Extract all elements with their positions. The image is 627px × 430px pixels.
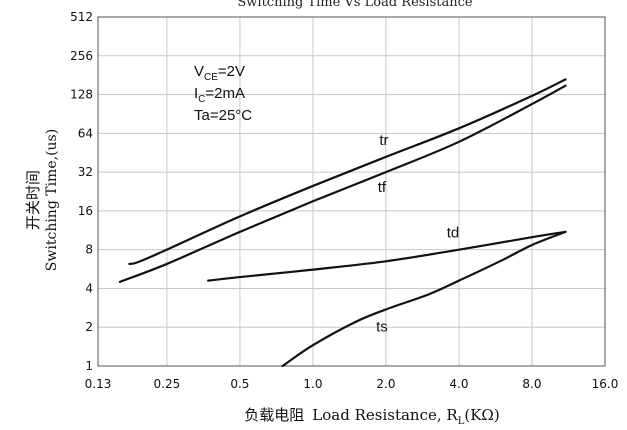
series-line-td — [207, 230, 567, 282]
x-axis-title-cn: 负载电阻 — [244, 406, 304, 424]
x-axis-title-symbol: R — [446, 406, 458, 424]
y-tick-label: 512 — [70, 10, 93, 24]
condition-value: =2V — [218, 63, 245, 80]
x-axis-title-subscript: L — [458, 416, 465, 427]
y-tick-label: 2 — [85, 320, 93, 334]
y-axis-title: 开关时间 Switching Time,(us) — [24, 129, 60, 271]
x-tick-label: 0.5 — [230, 377, 249, 391]
y-tick-label: 16 — [78, 204, 93, 218]
y-tick-labels: 1 2 4 8 16 32 64 128 256 512 — [70, 10, 93, 373]
condition-subscript: C — [198, 94, 205, 105]
series-line-ts — [281, 230, 567, 368]
series-label-td: td — [447, 225, 460, 242]
x-axis-title: 负载电阻 Load Resistance, RL(KΩ) — [244, 406, 499, 427]
x-tick-label: 4.0 — [449, 377, 468, 391]
curve-label-layer: tr tf td ts — [376, 132, 459, 336]
y-axis-title-en: Switching Time,(us) — [44, 129, 60, 271]
x-tick-label: 0.13 — [85, 377, 112, 391]
x-axis-title-unit: (KΩ) — [464, 406, 499, 424]
x-tick-label: 8.0 — [522, 377, 541, 391]
x-axis-title-en: Load Resistance, — [312, 406, 446, 424]
condition-line: Ta=25°C — [194, 107, 252, 124]
chart-title: Switching Time Vs Load Resistance — [237, 0, 473, 10]
condition-value: °C — [235, 107, 252, 124]
grid-layer — [97, 16, 606, 367]
y-tick-label: 4 — [85, 281, 93, 295]
x-tick-label: 1.0 — [303, 377, 322, 391]
condition-main: Ta=25 — [194, 107, 235, 124]
condition-subscript: CE — [204, 72, 218, 83]
x-tick-labels: 0.13 0.25 0.5 1.0 2.0 4.0 8.0 16.0 — [85, 377, 619, 391]
y-tick-label: 8 — [85, 243, 93, 257]
condition-line: VCE=2V — [194, 63, 245, 83]
condition-line: IC=2mA — [194, 85, 245, 105]
y-tick-label: 64 — [78, 126, 93, 140]
y-axis-title-cn: 开关时间 — [24, 170, 42, 230]
y-tick-label: 256 — [70, 49, 93, 63]
series-line-tf — [118, 84, 567, 283]
series-label-ts: ts — [376, 318, 388, 335]
y-tick-label: 32 — [78, 165, 93, 179]
series-label-tf: tf — [378, 179, 387, 196]
series-line-tr — [128, 78, 567, 266]
y-tick-label: 1 — [85, 359, 93, 373]
plot-frame — [97, 16, 606, 367]
condition-main: V — [194, 63, 204, 80]
x-tick-label: 0.25 — [154, 377, 181, 391]
x-tick-label: 16.0 — [592, 377, 619, 391]
y-tick-label: 128 — [70, 88, 93, 102]
condition-value: =2mA — [205, 85, 245, 102]
condition-main: I — [194, 85, 198, 102]
curve-layer — [118, 78, 567, 368]
series-label-tr: tr — [379, 132, 388, 149]
x-tick-label: 2.0 — [376, 377, 395, 391]
